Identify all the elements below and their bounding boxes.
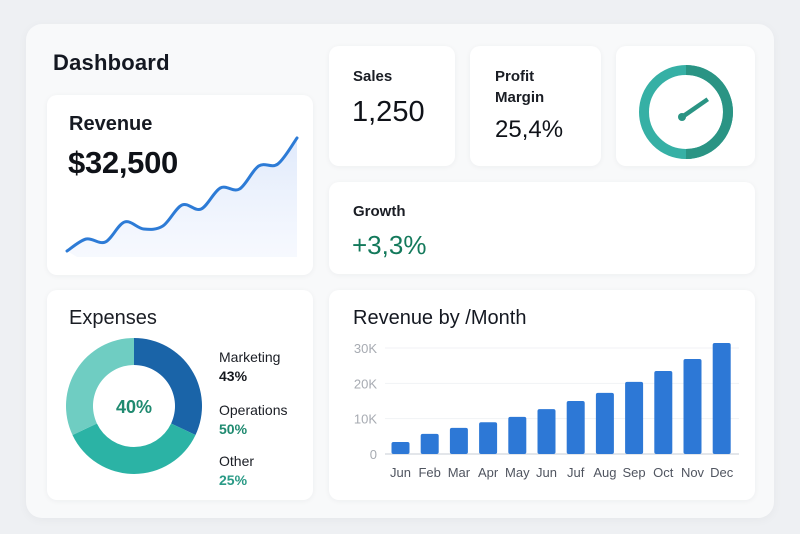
bar-apr[interactable] <box>479 422 498 454</box>
legend-label: Operations <box>219 402 288 418</box>
x-tick-label: Mar <box>448 465 471 480</box>
sales-label: Sales <box>353 68 393 85</box>
bar-mar[interactable] <box>449 427 468 454</box>
x-tick-label: Feb <box>418 465 440 480</box>
growth-value: +3,3% <box>352 230 427 260</box>
legend-label: Other <box>219 453 255 469</box>
x-tick-label: Dec <box>710 465 734 480</box>
profit-margin-value: 25,4% <box>495 116 564 143</box>
bar-nov[interactable] <box>683 358 702 454</box>
x-tick-label: Jun <box>390 465 411 480</box>
x-tick-label: Sep <box>623 465 646 480</box>
y-tick-label: 20K <box>354 376 377 391</box>
legend-value: 50% <box>219 421 248 437</box>
legend-item-other: Other 25% <box>219 453 254 488</box>
legend-item-marketing: Marketing 43% <box>219 349 280 384</box>
expenses-card[interactable]: Expenses 40% Marketing 43% Operations 50… <box>47 290 313 500</box>
bar-juf[interactable] <box>566 401 585 454</box>
gauge-hub <box>678 113 686 121</box>
y-tick-label: 0 <box>370 447 377 462</box>
bar-feb[interactable] <box>420 433 439 454</box>
x-tick-label: Juf <box>567 465 585 480</box>
x-tick-label: Nov <box>681 465 705 480</box>
profit-margin-label: Profit Margin <box>495 68 545 106</box>
bar-oct[interactable] <box>654 370 673 454</box>
gauge-icon <box>639 65 733 159</box>
expenses-title: Expenses <box>69 307 157 329</box>
bar-may[interactable] <box>508 416 527 454</box>
donut-segment-other <box>65 338 134 435</box>
y-tick-label: 10K <box>354 412 377 427</box>
gauge-needle <box>679 97 709 119</box>
bar-dec[interactable] <box>712 343 731 454</box>
sales-card[interactable]: Sales 1,250 <box>329 46 455 166</box>
donut-center-label: 40% <box>116 397 152 417</box>
bar-jun[interactable] <box>537 409 556 454</box>
legend-value: 25% <box>219 472 248 488</box>
x-tick-label: Aug <box>593 465 616 480</box>
x-tick-label: Jun <box>536 465 557 480</box>
y-tick-label: 30K <box>354 341 377 356</box>
profit-margin-card[interactable]: Profit Margin 25,4% <box>470 46 601 166</box>
growth-label: Growth <box>353 203 406 220</box>
chart-title: Revenue by /Month <box>353 307 527 329</box>
sparkline-area <box>67 138 297 257</box>
legend-value: 43% <box>219 368 248 384</box>
gauge-ring-right <box>685 65 733 159</box>
donut-segment-marketing <box>134 338 203 435</box>
legend-label: Marketing <box>219 349 281 365</box>
revenue-label: Revenue <box>69 113 153 135</box>
revenue-sparkline <box>65 136 299 257</box>
legend-item-operations: Operations 50% <box>219 402 287 437</box>
revenue-bar-chart: 0 10K 20K 30K Jun Feb Mar Apr May Jun Juf Aug Sep Oc… <box>354 341 739 480</box>
page-title: Dashboard <box>53 50 170 75</box>
expenses-donut-chart: 40% <box>65 338 203 474</box>
x-tick-label: Apr <box>478 465 499 480</box>
x-tick-label: May <box>505 465 530 480</box>
growth-card[interactable]: Growth +3,3% <box>329 182 755 274</box>
revenue-by-month-card[interactable]: Revenue by /Month 0 10K 20K 30K Jun Feb Mar Ap… <box>329 290 755 500</box>
bar-sep[interactable] <box>625 381 644 454</box>
bar-jun[interactable] <box>391 441 410 454</box>
gauge-card[interactable] <box>616 46 755 166</box>
x-tick-label: Oct <box>653 465 674 480</box>
sparkline-line <box>65 136 299 253</box>
revenue-card[interactable]: Revenue $32,500 <box>47 95 313 275</box>
sales-value: 1,250 <box>352 96 425 128</box>
bar-aug[interactable] <box>595 392 614 454</box>
revenue-value: $32,500 <box>68 145 178 180</box>
donut-segment-operations <box>72 423 196 474</box>
